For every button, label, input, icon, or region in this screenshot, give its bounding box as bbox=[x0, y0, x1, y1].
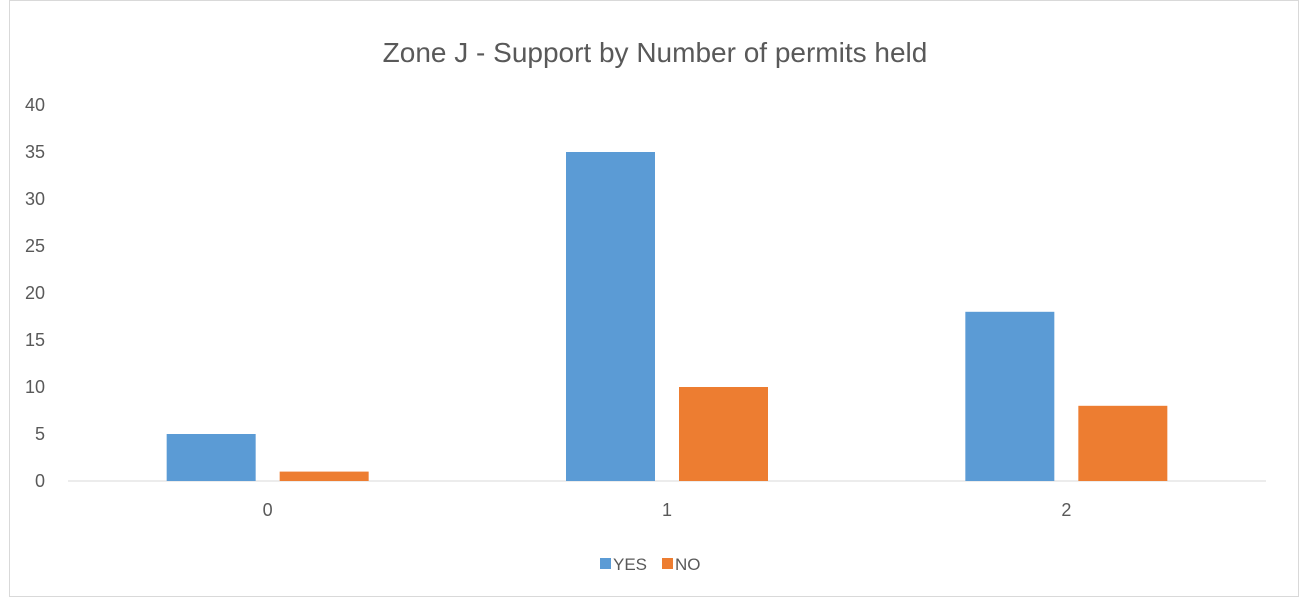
y-tick-label: 15 bbox=[25, 330, 45, 350]
y-tick-label: 5 bbox=[35, 424, 45, 444]
y-tick-label: 40 bbox=[25, 95, 45, 115]
y-tick-label: 25 bbox=[25, 236, 45, 256]
bar-yes-1 bbox=[566, 152, 655, 481]
y-axis-tick-labels: 0 5 10 15 20 25 30 35 40 bbox=[25, 95, 45, 491]
bar-no-2 bbox=[1078, 405, 1168, 481]
y-tick-label: 30 bbox=[25, 189, 45, 209]
bar-yes-2 bbox=[965, 311, 1055, 481]
x-tick-label: 0 bbox=[263, 500, 273, 520]
x-axis-tick-labels: 0 1 2 bbox=[263, 500, 1072, 520]
bar-chart: Zone J - Support by Number of permits he… bbox=[25, 37, 1266, 574]
legend-label-no: NO bbox=[675, 555, 701, 574]
y-tick-label: 20 bbox=[25, 283, 45, 303]
bar-no-1 bbox=[679, 387, 768, 481]
chart-title: Zone J - Support by Number of permits he… bbox=[383, 37, 928, 68]
y-tick-label: 35 bbox=[25, 142, 45, 162]
y-tick-label: 0 bbox=[35, 471, 45, 491]
bar-no-0 bbox=[279, 471, 369, 481]
bar-yes-0 bbox=[166, 434, 256, 481]
chart-frame: Zone J - Support by Number of permits he… bbox=[9, 0, 1299, 597]
x-tick-label: 2 bbox=[1061, 500, 1071, 520]
legend: YES NO bbox=[600, 555, 701, 574]
bars bbox=[166, 152, 1168, 481]
legend-swatch-yes bbox=[600, 558, 611, 569]
legend-label-yes: YES bbox=[613, 555, 647, 574]
legend-swatch-no bbox=[662, 558, 673, 569]
x-tick-label: 1 bbox=[662, 500, 672, 520]
y-tick-label: 10 bbox=[25, 377, 45, 397]
